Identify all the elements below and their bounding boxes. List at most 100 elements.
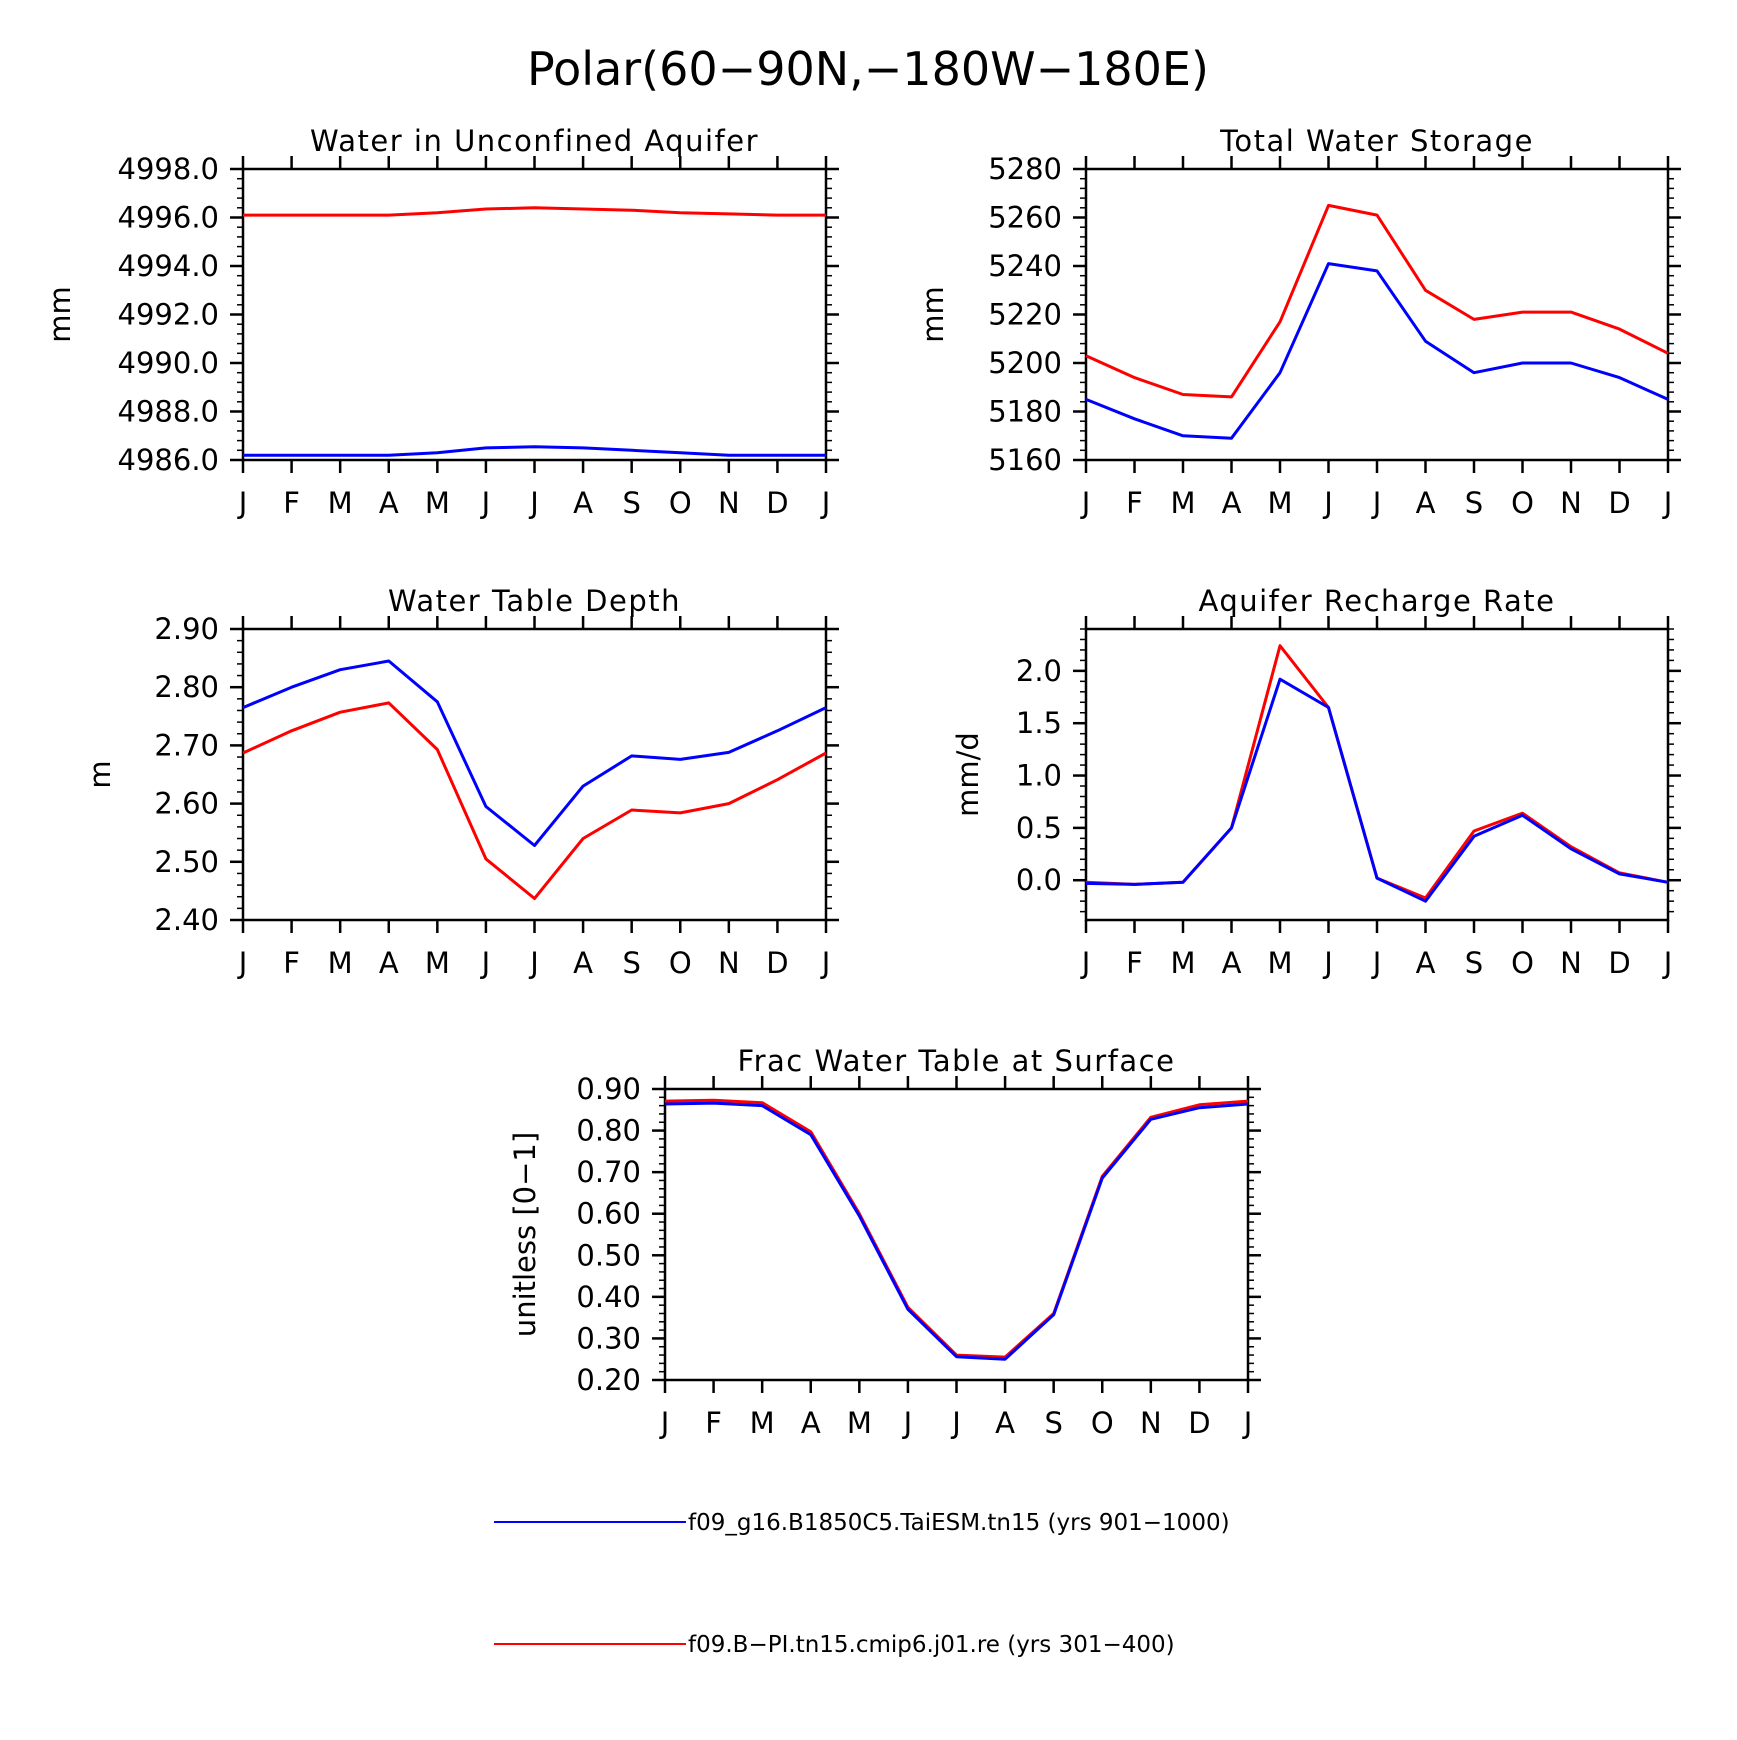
x-tick-label: J (1662, 946, 1673, 980)
series-line-red (1085, 644, 1669, 900)
series-line-blue (242, 659, 827, 847)
y-tick-label: 2.60 (154, 787, 219, 821)
panel-title: Water in Unconfined Aquifer (310, 124, 759, 158)
x-tick-label: M (847, 1406, 872, 1440)
y-tick-label: 4992.0 (118, 298, 219, 332)
series-line-red (664, 1098, 1249, 1359)
legend: f09_g16.B1850C5.TaiESM.tn15 (yrs 901−100… (494, 1510, 1230, 1658)
x-tick-label: M (1267, 946, 1292, 980)
y-tick-label: 5200 (988, 346, 1062, 380)
x-tick-label: A (573, 486, 593, 520)
x-tick-label: O (1091, 1406, 1114, 1440)
plot-frame (663, 1087, 1250, 1382)
x-tick-label: A (379, 946, 399, 980)
y-tick-label: 5280 (988, 152, 1062, 186)
x-tick-label: J (1371, 486, 1382, 520)
legend-label-series-1: f09_g16.B1850C5.TaiESM.tn15 (yrs 901−100… (688, 1510, 1230, 1536)
x-tick-label: O (1511, 486, 1534, 520)
x-tick-label: D (1188, 1406, 1210, 1440)
x-tick-label: J (902, 1406, 913, 1440)
x-tick-label: F (1126, 486, 1143, 520)
x-tick-label: S (622, 486, 640, 520)
x-tick-label: S (1044, 1406, 1062, 1440)
x-tick-label: J (1080, 946, 1091, 980)
x-tick-label: M (328, 486, 353, 520)
panel-5: Frac Water Table at Surface unitless [0−1… (508, 1044, 1261, 1440)
y-tick-label: 2.80 (154, 670, 219, 704)
x-tick-label: D (766, 486, 788, 520)
y-tick-label: 1.0 (1016, 759, 1062, 793)
y-tick-label: 0.70 (576, 1155, 641, 1189)
x-tick-label: J (528, 486, 539, 520)
y-tick-label: 4996.0 (118, 201, 219, 235)
y-tick-label: 0.5 (1016, 811, 1062, 845)
x-tick-label: N (718, 946, 740, 980)
series-line-red (242, 701, 827, 900)
x-tick-label: M (328, 946, 353, 980)
x-tick-label: J (1080, 486, 1091, 520)
x-tick-label: D (1608, 486, 1630, 520)
y-tick-label: 4998.0 (118, 152, 219, 186)
x-tick-label: O (669, 946, 692, 980)
y-axis-label: unitless [0−1] (508, 1132, 542, 1337)
series-line-blue (1085, 262, 1669, 440)
x-tick-label: J (659, 1406, 670, 1440)
x-tick-label: A (995, 1406, 1015, 1440)
x-tick-label: A (1222, 946, 1242, 980)
x-tick-label: J (1322, 486, 1333, 520)
y-tick-label: 4988.0 (118, 395, 219, 429)
y-tick-label: 2.40 (154, 903, 219, 937)
y-tick-label: 2.0 (1016, 654, 1062, 688)
x-tick-label: M (1170, 946, 1195, 980)
series-line-blue (664, 1101, 1249, 1361)
y-axis-label: mm/d (951, 732, 985, 817)
y-axis-label: mm (43, 286, 77, 343)
y-tick-label: 0.60 (576, 1197, 641, 1231)
y-tick-label: 0.40 (576, 1280, 641, 1314)
x-tick-label: D (1608, 946, 1630, 980)
y-tick-label: 0.90 (576, 1072, 641, 1106)
x-tick-label: J (1662, 486, 1673, 520)
x-tick-label: J (1322, 946, 1333, 980)
x-tick-label: O (669, 486, 692, 520)
y-tick-label: 5240 (988, 249, 1062, 283)
x-tick-label: A (1416, 946, 1436, 980)
x-tick-label: M (750, 1406, 775, 1440)
panel-title: Aquifer Recharge Rate (1198, 584, 1555, 618)
y-tick-label: 0.20 (576, 1363, 641, 1397)
x-tick-label: F (705, 1406, 722, 1440)
panel-title: Water Table Depth (388, 584, 681, 618)
y-tick-label: 0.50 (576, 1238, 641, 1272)
y-tick-label: 5220 (988, 298, 1062, 332)
x-tick-label: J (480, 946, 491, 980)
x-tick-label: N (718, 486, 740, 520)
panel-title: Frac Water Table at Surface (738, 1044, 1176, 1078)
y-tick-label: 0.80 (576, 1114, 641, 1148)
y-tick-label: 5260 (988, 201, 1062, 235)
series-line-red (243, 206, 826, 217)
x-tick-label: J (820, 946, 831, 980)
x-tick-label: O (1511, 946, 1534, 980)
y-tick-label: 2.90 (154, 612, 219, 646)
x-tick-label: J (237, 946, 248, 980)
legend-label-series-2: f09.B−PI.tn15.cmip6.j01.re (yrs 301−400) (688, 1632, 1175, 1658)
y-tick-label: 2.50 (154, 845, 219, 879)
y-tick-label: 5180 (988, 395, 1062, 429)
y-axis-label: mm (916, 286, 950, 343)
x-tick-label: F (283, 946, 300, 980)
x-tick-label: J (528, 946, 539, 980)
x-tick-label: J (1371, 946, 1382, 980)
x-tick-label: F (1126, 946, 1143, 980)
series-line-blue (243, 445, 826, 457)
panel-title: Total Water Storage (1219, 124, 1534, 158)
y-tick-label: 5160 (988, 443, 1062, 477)
x-tick-label: D (766, 946, 788, 980)
figure-title: Polar(60−90N,−180W−180E) (527, 42, 1209, 96)
x-tick-label: A (1222, 486, 1242, 520)
x-tick-label: J (237, 486, 248, 520)
y-tick-label: 4990.0 (118, 346, 219, 380)
